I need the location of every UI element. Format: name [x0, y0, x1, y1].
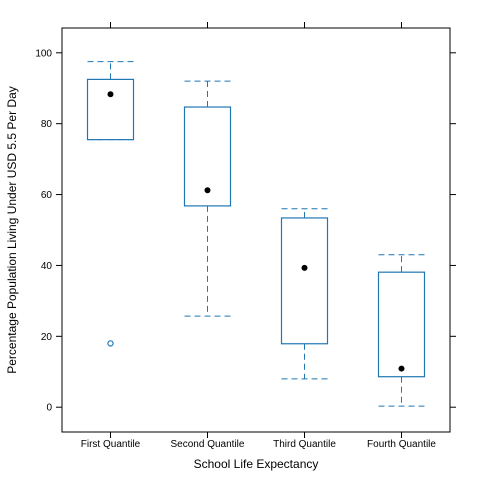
y-tick-label: 0 [46, 403, 52, 414]
y-axis-title: Percentage Population Living Under USD 5… [5, 86, 19, 374]
y-tick-label: 20 [41, 332, 53, 343]
outlier-point [107, 340, 114, 347]
box-group [86, 61, 135, 347]
median-point [204, 187, 211, 194]
median-point [398, 365, 405, 372]
box-group [377, 254, 426, 407]
x-axis-title: School Life Expectancy [194, 457, 319, 471]
iqr-box [86, 78, 135, 141]
x-axis: First Quantile Second Quantile Third Quant… [81, 22, 436, 450]
box-group [183, 80, 232, 317]
x-tick-label: Third Quantile [273, 439, 336, 450]
x-tick-label: First Quantile [81, 439, 141, 450]
y-axis: 0 20 40 60 80 100 [35, 48, 456, 414]
box-group [280, 208, 329, 380]
iqr-box [377, 271, 426, 378]
y-tick-label: 60 [41, 190, 53, 201]
median-point [301, 264, 308, 271]
plot-frame [61, 27, 451, 433]
x-tick-label: Fourth Quantile [367, 439, 436, 450]
x-tick-label: Second Quantile [171, 439, 245, 450]
y-tick-label: 100 [35, 48, 52, 59]
y-tick-label: 80 [41, 119, 53, 130]
median-point [107, 91, 114, 98]
boxes [86, 61, 426, 407]
iqr-box [280, 217, 329, 345]
y-tick-label: 40 [41, 261, 53, 272]
